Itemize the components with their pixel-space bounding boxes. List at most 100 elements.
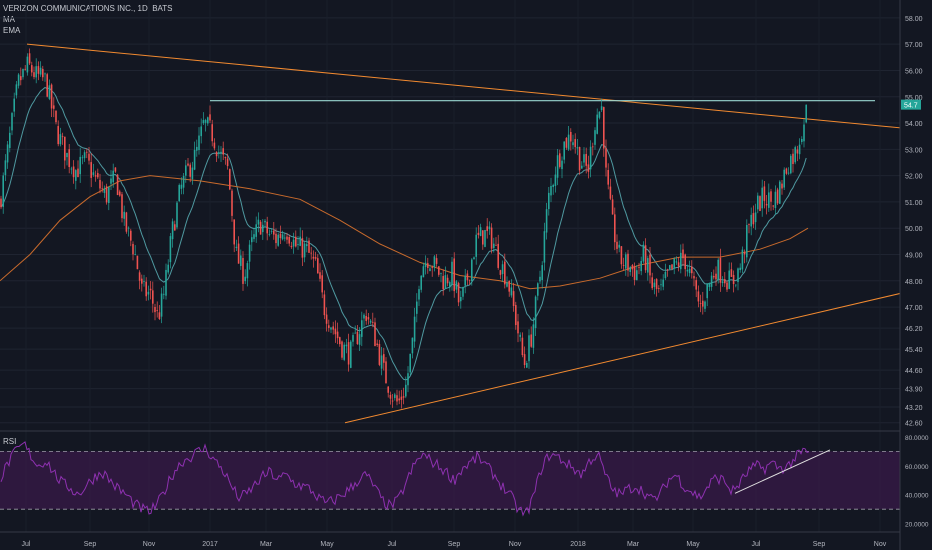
candle-body [704,301,706,309]
candle-body [748,224,750,225]
candle-body [497,243,499,268]
candle-body [330,327,332,330]
candle-body [565,137,568,148]
candle-body [114,167,117,172]
candle-body [160,293,163,317]
candle-body [598,111,601,118]
candle-body [70,168,73,170]
candle-body [180,184,183,189]
candle-body [200,126,202,137]
candle-body [336,331,339,339]
candle-body [752,213,755,225]
candle-body [303,243,306,258]
candle-body [92,172,95,175]
candle-body [669,265,671,270]
candle-body [787,172,790,174]
candle-body [90,162,92,178]
candle-body [88,153,90,161]
candle-body [422,266,425,278]
candle-body [418,289,420,300]
candle-body [196,146,198,151]
x-tick-label: Nov [509,541,522,548]
candle-body [629,267,631,272]
candle-body [218,152,220,154]
candle-body [11,113,13,131]
candle-body [251,237,253,243]
candle-body [424,262,427,267]
candle-body [61,136,64,138]
candle-body [770,191,772,202]
candle-body [202,120,205,124]
candle-body [521,337,524,356]
y-tick-label: 51.00 [905,200,923,207]
y-tick-label: 55.00 [905,95,923,102]
candle-body [372,321,374,323]
candle-body [693,276,695,279]
candle-body [528,335,530,362]
y-tick-label: 49.00 [905,252,923,259]
candle-body [325,314,328,324]
y-tick-label: 50.00 [905,226,923,233]
candle-body [152,290,154,304]
candle-body [297,244,299,245]
candle-body [750,214,752,227]
candle-body [110,178,112,184]
candle-body [706,283,708,299]
candle-body [741,249,744,270]
candle-body [39,67,42,75]
candle-body [405,384,407,397]
candle-body [317,258,319,274]
candle-body [567,134,570,150]
y-tick-label: 58.00 [905,16,923,23]
trendline-layer [26,43,932,424]
last-price-label: 54.7 [904,103,918,110]
candle-body [743,251,746,255]
candle-body [768,192,770,208]
candle-body [81,157,84,159]
candle-body [655,278,658,289]
candle-body [691,266,693,274]
candle-body [116,174,119,196]
candle-body [15,84,18,96]
candle-body [53,105,55,109]
candle-body [233,219,235,245]
candle-body [389,394,392,399]
rsi-trendline [734,449,831,494]
candle-body [466,273,469,281]
candle-body [46,74,48,97]
candle-body [191,167,194,179]
candle-body [471,259,473,282]
candle-body [264,220,266,223]
candle-body [308,240,310,253]
candle-body [684,254,686,270]
candle-body [6,144,9,163]
candle-body [581,165,583,169]
candle-body [361,320,363,337]
candle-body [125,212,128,232]
candle-body [68,149,70,168]
candle-body [541,265,543,280]
candle-body [154,306,156,313]
candle-body [211,124,213,142]
candle-body [409,353,411,373]
y-tick-label: 45.40 [905,347,923,354]
candle-body [145,281,147,297]
candle-body [794,147,796,163]
candle-body [774,191,777,208]
candles-layer [0,48,807,409]
candle-body [776,189,779,204]
candle-body [220,151,222,154]
indicator-ema-label[interactable]: EMA [3,26,21,35]
candle-body [539,276,541,282]
indicator-ma-label[interactable]: MA [3,15,15,24]
candle-body [301,238,304,258]
candle-body [790,155,792,174]
candle-body [625,254,627,269]
candle-body [400,396,403,400]
candle-body [673,258,675,269]
x-tick-label: Jul [388,541,397,548]
trendline [26,43,932,132]
candle-body [136,255,139,270]
candle-body [592,146,594,148]
